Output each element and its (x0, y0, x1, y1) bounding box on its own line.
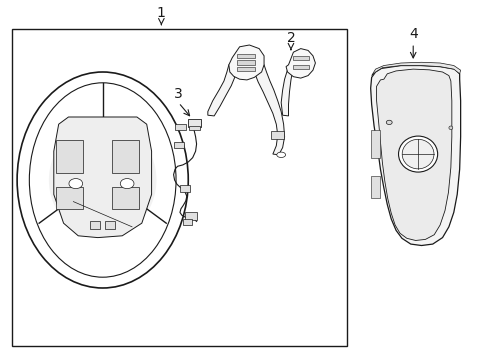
Bar (112, 140, 139, 173)
Ellipse shape (120, 179, 134, 189)
Bar (293, 65, 308, 69)
Bar (370, 130, 380, 158)
Ellipse shape (69, 179, 82, 189)
Polygon shape (371, 62, 460, 76)
Bar (184, 212, 197, 220)
Text: 3: 3 (174, 87, 183, 101)
Bar (183, 219, 192, 225)
Polygon shape (54, 117, 151, 238)
Bar (370, 176, 380, 198)
Ellipse shape (386, 120, 391, 125)
Polygon shape (285, 49, 315, 78)
Bar (56, 187, 83, 209)
Bar (90, 221, 100, 229)
Text: 2: 2 (286, 31, 295, 45)
Bar (105, 221, 115, 229)
Bar (56, 140, 83, 173)
Polygon shape (207, 65, 234, 116)
Polygon shape (253, 65, 284, 155)
Polygon shape (370, 66, 460, 246)
Bar (112, 187, 139, 209)
Ellipse shape (29, 83, 176, 277)
Ellipse shape (448, 126, 452, 130)
Bar (293, 56, 308, 60)
Bar (236, 60, 255, 65)
Ellipse shape (276, 152, 285, 158)
Bar (271, 131, 283, 139)
Bar (236, 67, 255, 71)
Ellipse shape (17, 72, 188, 288)
Text: 4: 4 (408, 27, 417, 41)
Text: 1: 1 (157, 6, 165, 20)
Polygon shape (376, 69, 451, 240)
Bar (173, 142, 184, 148)
Polygon shape (281, 67, 293, 116)
Ellipse shape (49, 122, 156, 238)
Ellipse shape (401, 139, 433, 169)
Ellipse shape (398, 136, 437, 172)
Bar (189, 126, 200, 130)
Bar (236, 54, 255, 58)
Bar (12, 29, 346, 346)
Bar (180, 185, 189, 192)
Polygon shape (228, 45, 264, 80)
Bar (175, 124, 185, 130)
Bar (187, 119, 201, 127)
